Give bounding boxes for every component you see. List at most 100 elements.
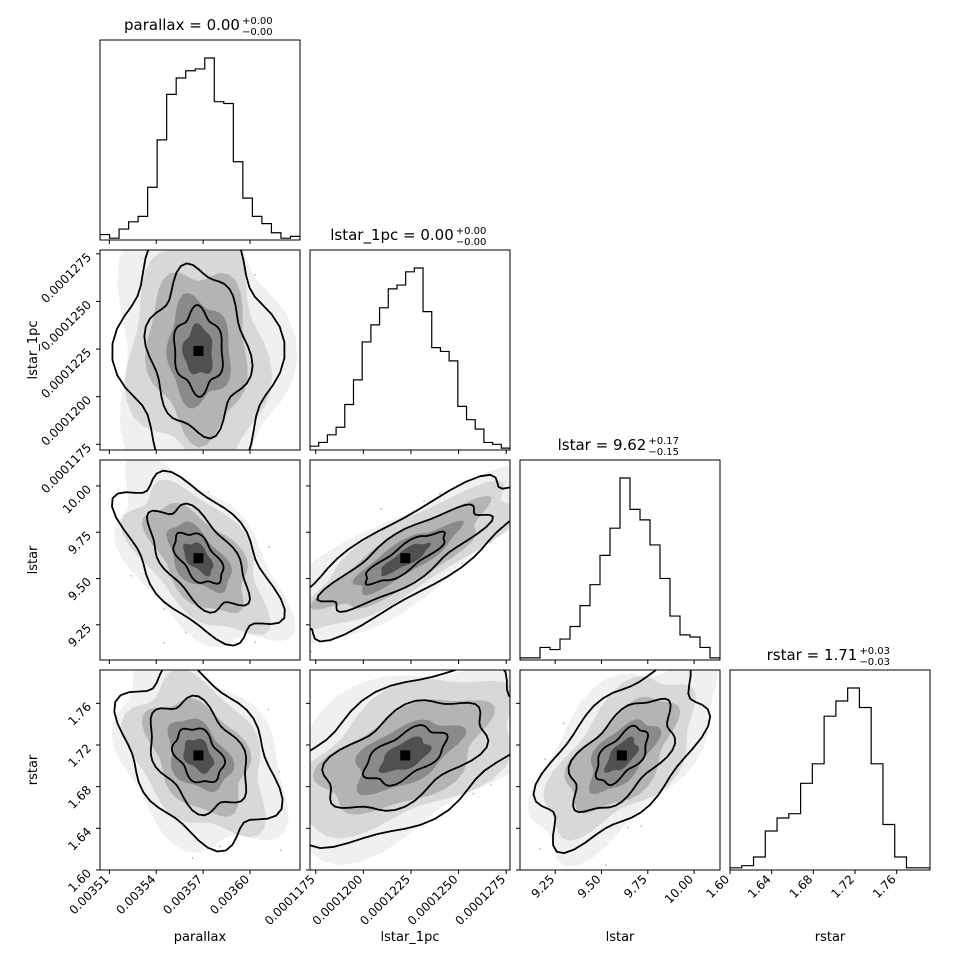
axes-frame: [519, 459, 721, 661]
title-rstar: rstar = 1.71: [767, 646, 858, 664]
contour-level-0: [111, 250, 286, 450]
y-axis-label-lstar: lstar: [26, 545, 41, 574]
sample-point: [238, 456, 240, 458]
sample-point: [185, 631, 187, 634]
x-tick-label-lstar_1pc: 0.0001175: [262, 872, 318, 928]
sample-point: [223, 468, 225, 470]
histogram-lstar_1pc: [310, 267, 510, 450]
sample-point: [522, 700, 524, 702]
sample-point: [562, 722, 565, 725]
sample-point: [187, 456, 189, 458]
sample-point: [423, 500, 425, 503]
sample-point: [279, 849, 282, 852]
x-tick-label-parallax: 0.00354: [113, 872, 158, 917]
density-peak: [193, 345, 204, 356]
y-tick-label-lstar_1pc: 0.0001250: [38, 298, 94, 354]
contour-level-2: [361, 724, 449, 787]
y-tick-label-lstar: 9.75: [65, 528, 94, 557]
contour-level-0: [113, 670, 284, 853]
sample-point: [130, 574, 133, 577]
contour-level-1: [143, 262, 254, 440]
contour-level-2: [594, 724, 649, 786]
panel-rstar-lstar: 9.25 9.50 9.75 10.00: [511, 652, 721, 906]
panel-lstar-lstar_1pc: [279, 459, 511, 664]
x-axis-label-rstar: rstar: [815, 930, 846, 945]
density-peak: [193, 750, 204, 761]
axes-frame: [99, 459, 301, 661]
sample-point: [461, 562, 464, 564]
y-tick-label-rstar: 1.76: [65, 700, 94, 729]
title-plus-lstar: +0.17: [648, 436, 679, 447]
sample-point: [192, 857, 194, 859]
x-tick-label-lstar: 10.00: [662, 872, 696, 906]
sample-point: [294, 785, 296, 787]
panel-lstar_1pc-lstar_1pc: lstar_1pc = 0.00 +0.00−0.00: [309, 226, 511, 454]
panel-content: [264, 670, 532, 866]
y-tick-label-lstar: 9.50: [65, 575, 94, 604]
sample-point: [290, 754, 292, 756]
contour-level-0: [310, 670, 510, 849]
sample-point: [177, 207, 179, 209]
contour-level-0: [532, 670, 712, 854]
x-tick-label-lstar_1pc: 0.0001250: [405, 872, 461, 928]
panel-content: [111, 207, 298, 470]
sample-point: [278, 770, 281, 773]
panel-lstar_1pc-parallax: 0.00011750.00012000.00012250.00012500.00…: [38, 207, 301, 496]
contour-level-1: [316, 503, 494, 613]
sample-point: [489, 541, 492, 544]
sample-point: [294, 799, 296, 801]
panel-rstar-rstar: rstar = 1.71 +0.03−0.03 1.60 1.64 1.68 1.72 1.…: [703, 646, 931, 901]
sample-point: [296, 844, 298, 846]
sample-point: [254, 641, 257, 643]
x-axis-label-lstar: lstar: [606, 930, 635, 945]
contour-level-2: [173, 304, 224, 398]
y-tick-label-lstar: 9.25: [65, 621, 94, 650]
contour-level-1: [567, 697, 676, 813]
axes-frame: [519, 669, 721, 871]
contour-level-2: [172, 531, 225, 585]
sample-point: [380, 508, 382, 510]
axes-frame: [99, 39, 301, 241]
sample-point: [472, 792, 474, 795]
density-peak: [400, 553, 411, 564]
contour-level-1: [145, 502, 251, 614]
y-tick-label-rstar: 1.64: [65, 825, 94, 854]
panel-lstar-lstar: lstar = 9.62 +0.17−0.15: [519, 436, 721, 664]
contour-level-0: [310, 473, 510, 643]
panel-lstar-parallax: 9.25 9.50 9.75 10.00: [60, 459, 301, 677]
x-tick-label-parallax: 0.00360: [207, 872, 252, 917]
sample-point: [264, 847, 266, 849]
panel-parallax-parallax: parallax = 0.00 +0.00−0.00: [99, 16, 301, 244]
sample-point: [511, 813, 513, 815]
sample-point: [163, 608, 165, 610]
panel-rstar-parallax: 0.00351 0.00354 0.00357 0.003601.601.641.68…: [65, 669, 301, 917]
y-axis-label-rstar: rstar: [26, 754, 41, 785]
density-peak: [616, 750, 627, 761]
sample-point: [254, 274, 256, 276]
panel-content: [310, 267, 510, 450]
sample-point: [544, 758, 547, 761]
title-lstar: lstar = 9.62: [558, 436, 647, 454]
sample-point: [292, 675, 294, 677]
histogram-rstar: [730, 687, 930, 870]
x-tick-label-lstar: 9.50: [575, 872, 604, 901]
sample-point: [530, 683, 532, 685]
sample-point: [267, 708, 270, 711]
axes-frame: [729, 669, 931, 871]
x-tick-label-lstar_1pc: 0.0001275: [453, 872, 509, 928]
sample-point: [279, 647, 281, 649]
title-minus-lstar_1pc: −0.00: [456, 237, 487, 248]
sample-point: [640, 825, 643, 827]
x-tick-label-rstar: 1.68: [787, 872, 816, 901]
panel-content: [100, 57, 300, 240]
sample-point: [219, 845, 221, 848]
title-minus-lstar: −0.15: [648, 447, 679, 458]
y-tick-label-lstar_1pc: 0.0001275: [38, 250, 94, 306]
axes-frame: [309, 249, 511, 451]
sample-point: [268, 545, 270, 548]
axes-frame: [99, 249, 301, 451]
sample-point: [684, 652, 686, 654]
sample-point: [627, 826, 629, 829]
sample-point: [100, 491, 102, 494]
sample-point: [511, 680, 513, 682]
